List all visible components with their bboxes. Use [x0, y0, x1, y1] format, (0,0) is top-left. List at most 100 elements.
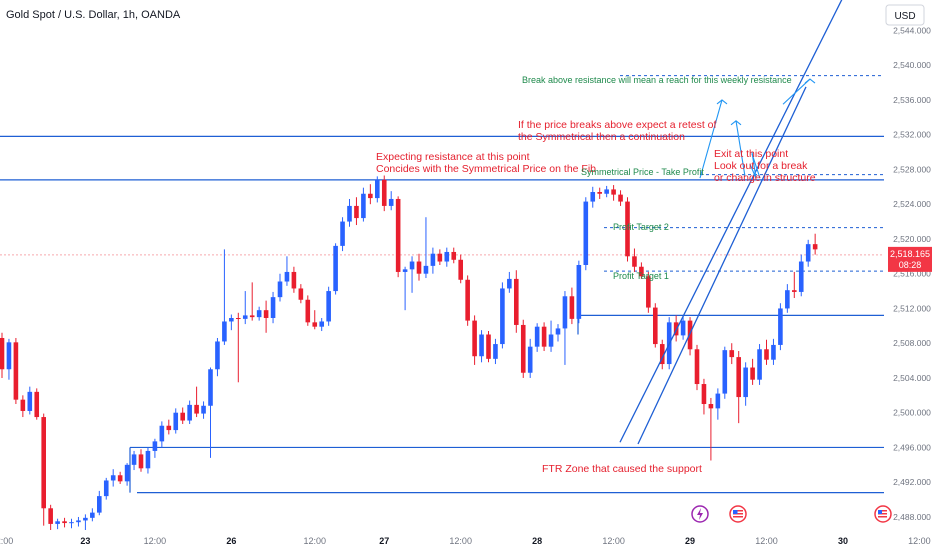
candle-body — [430, 253, 436, 266]
exit-note-line-1: Exit at this point — [714, 148, 788, 160]
candle-body — [611, 189, 616, 195]
candle-body — [597, 192, 602, 194]
candle-body — [6, 342, 12, 370]
candle-body — [743, 367, 748, 398]
candle-body — [680, 320, 686, 336]
candle-body — [604, 189, 609, 194]
candle-body — [548, 334, 554, 347]
drawings — [619, 0, 843, 445]
candle-body — [555, 328, 561, 335]
candle-body — [514, 278, 519, 325]
candle-body — [222, 321, 227, 342]
candle-body — [562, 296, 568, 329]
candle-body — [409, 261, 415, 270]
time-tick-label: 27 — [379, 536, 389, 546]
lightning-event-icon[interactable] — [691, 505, 709, 523]
candle-body — [451, 251, 457, 260]
candle-body — [812, 244, 818, 250]
candle-body — [639, 266, 644, 277]
candle-body — [124, 464, 130, 482]
candle-body — [13, 342, 19, 400]
symbol-title: Gold Spot / U.S. Dollar, 1h, OANDA — [6, 9, 181, 21]
candle-body — [757, 349, 762, 380]
candle-body — [0, 337, 5, 370]
candle-body — [423, 265, 429, 274]
us-flag-event-icon[interactable] — [874, 505, 892, 523]
candle-body — [520, 324, 526, 373]
candle-body — [805, 244, 811, 262]
last-price-badge: 2,518.165 08:28 — [888, 246, 932, 272]
projection-path — [699, 99, 723, 179]
candle-body — [368, 193, 373, 199]
candle-body — [625, 201, 630, 257]
candle-body — [284, 271, 290, 282]
time-tick-label: 12:00 — [908, 536, 931, 546]
candle-body — [381, 179, 387, 206]
candle-body — [402, 269, 408, 272]
time-tick-label: 28 — [532, 536, 542, 546]
currency-label: USD — [894, 11, 915, 22]
time-tick-label: 12:00 — [144, 536, 167, 546]
candle-body — [90, 512, 95, 518]
candle-body — [41, 417, 46, 509]
last-price-value: 2,518.165 — [890, 249, 930, 259]
candle-body — [208, 369, 213, 406]
horizontal-levels — [0, 75, 884, 494]
price-axis[interactable]: 2,488.000 2,492.000 2,496.000 2,500.000 2,50… — [893, 25, 931, 522]
time-tick-label: 12:00 — [602, 536, 625, 546]
price-tick-label: 2,544.000 — [893, 25, 931, 35]
price-tick-label: 2,524.000 — [893, 199, 931, 209]
candle-body — [229, 318, 234, 322]
candle-body — [263, 310, 269, 318]
candle-body — [62, 521, 67, 524]
candle-body — [486, 334, 491, 359]
candle-body — [375, 179, 380, 199]
candle-body — [291, 271, 297, 289]
candle-body — [534, 326, 540, 347]
candle-body — [792, 290, 797, 292]
candle-body — [701, 384, 707, 405]
candle-body — [20, 399, 26, 411]
candle-body — [465, 279, 470, 321]
candle-body — [270, 297, 276, 318]
candle-body — [166, 425, 172, 431]
currency-button[interactable]: USD — [885, 4, 925, 26]
candle-body — [152, 441, 158, 451]
candle-body — [722, 350, 728, 394]
candle-body — [750, 367, 755, 380]
candle-body — [437, 253, 443, 262]
candle-body — [646, 276, 651, 308]
us-flag-event-icon[interactable] — [729, 505, 747, 523]
candle-body — [507, 278, 512, 289]
resistance-note-line-1: Expecting resistance at this point — [376, 151, 530, 163]
arrow-head — [804, 78, 816, 84]
candle-body — [354, 205, 359, 219]
candle-body — [576, 265, 582, 319]
candle-body — [76, 520, 81, 523]
price-tick-label: 2,500.000 — [893, 408, 931, 418]
candle-body — [34, 391, 40, 418]
candle-body — [173, 412, 179, 431]
time-tick-label: 29 — [685, 536, 695, 546]
retest-note-line-1: If the price breaks above expect a retes… — [518, 119, 717, 131]
candle-body — [159, 425, 165, 442]
candle-body — [319, 321, 324, 327]
channel-upper-line — [619, 0, 843, 443]
candle-body — [27, 391, 33, 411]
time-axis[interactable]: 12:00 23 12:00 26 12:00 27 12:00 28 12:00 29 12:00… — [0, 536, 931, 546]
candle-body — [395, 198, 401, 272]
candle-body — [771, 344, 776, 360]
candle-body — [653, 307, 658, 345]
candle-body — [569, 296, 575, 319]
candle-body — [736, 357, 741, 398]
candle-body — [298, 288, 304, 300]
projection-path — [735, 120, 746, 177]
price-tick-label: 2,536.000 — [893, 95, 931, 105]
arrow-head — [749, 151, 757, 179]
candle-body — [69, 522, 74, 524]
candle-body — [138, 454, 144, 469]
resistance-note-line-2: Concides with the Symmetrical Price on t… — [376, 163, 596, 175]
breakout-note: Break above resistance will mean a reach… — [522, 75, 792, 85]
price-tick-label: 2,540.000 — [893, 60, 931, 70]
